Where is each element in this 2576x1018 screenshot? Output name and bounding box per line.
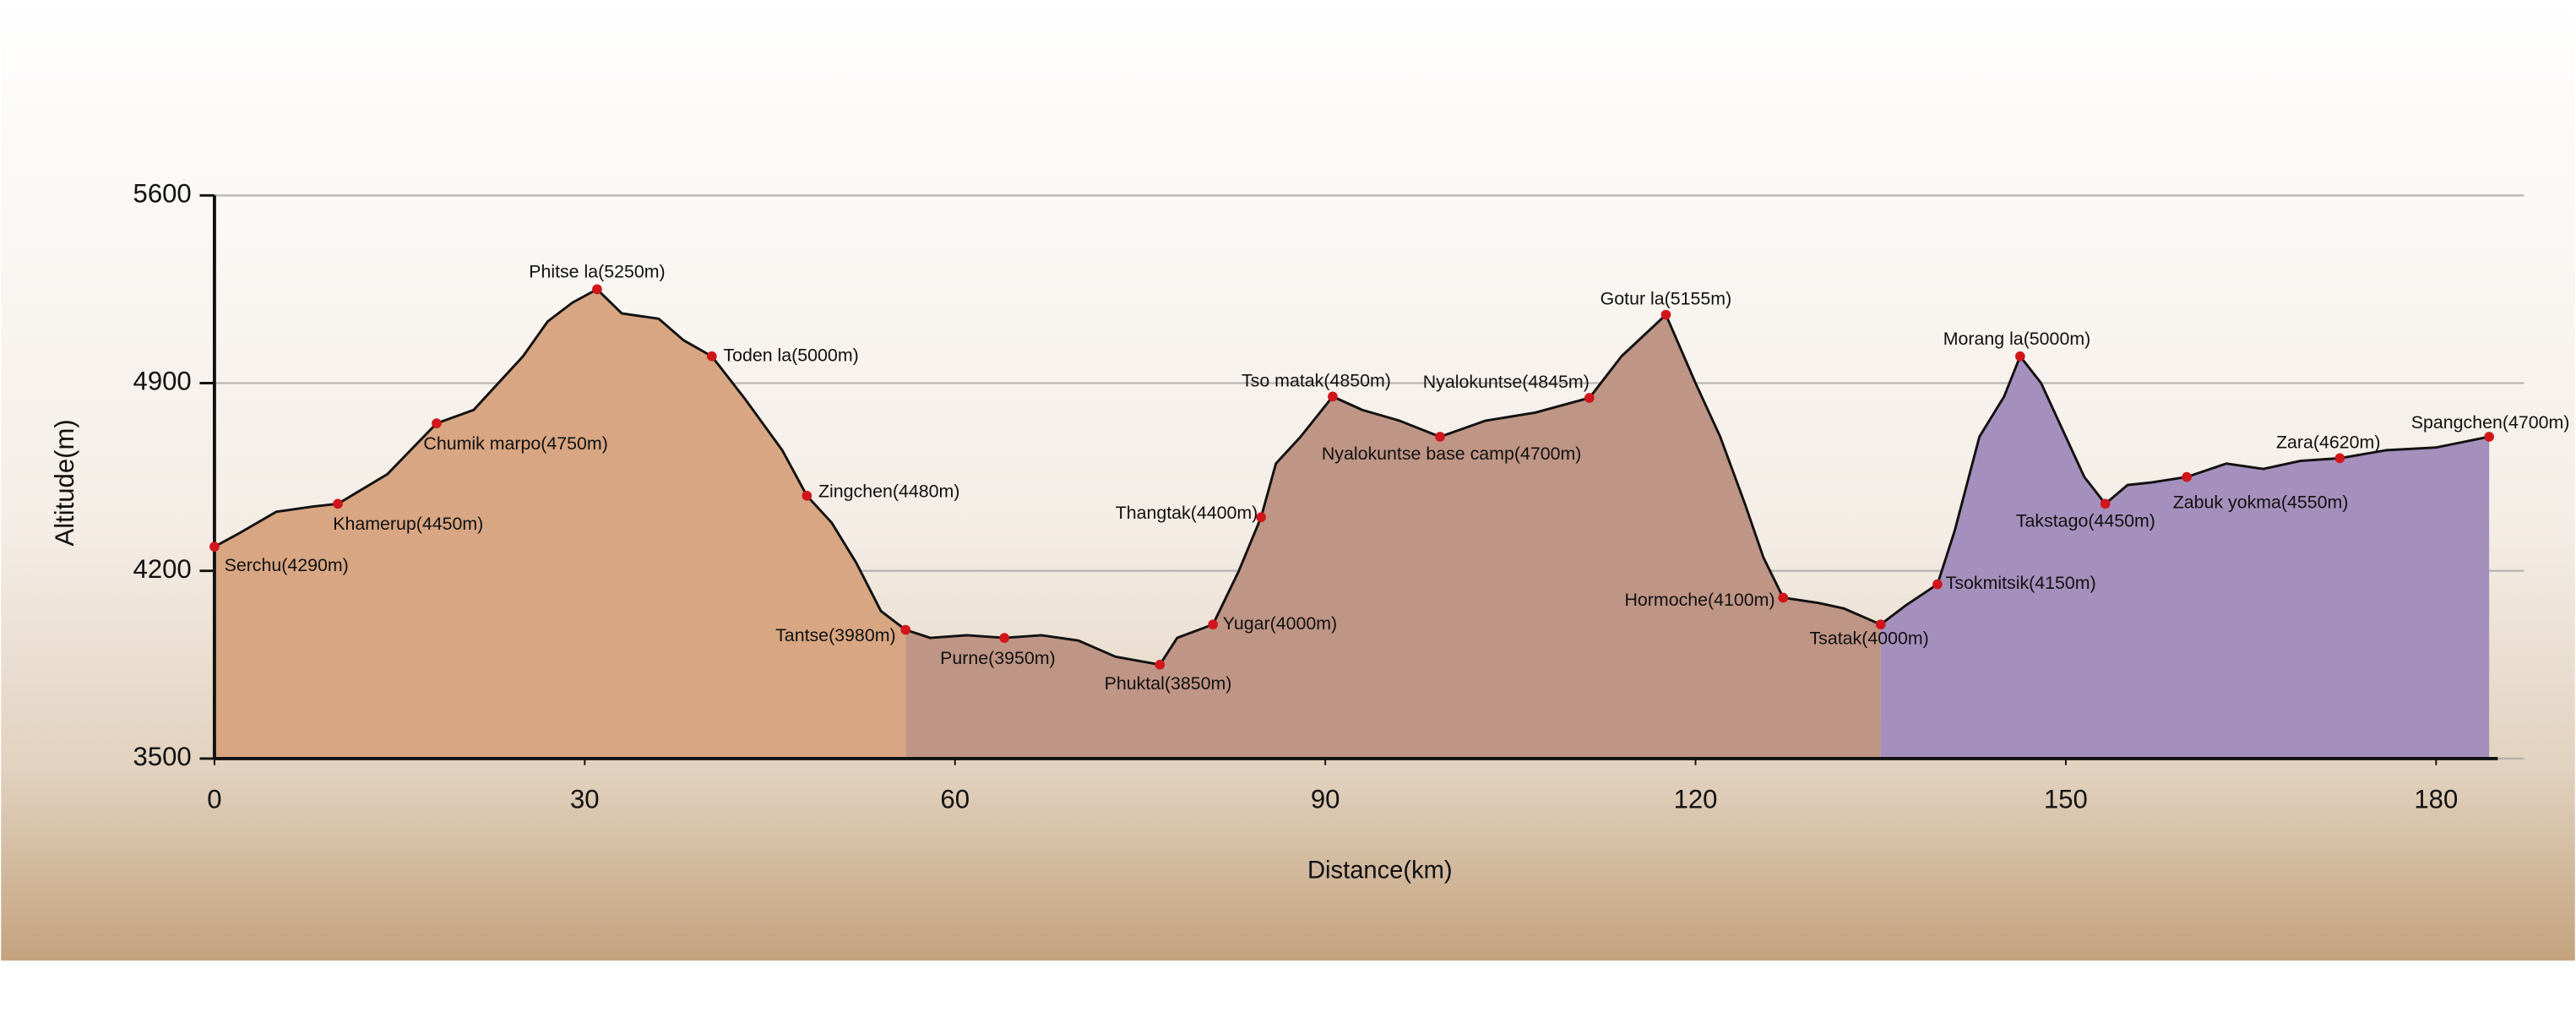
area-fill xyxy=(214,289,906,759)
waypoint-label: Tso matak(4850m) xyxy=(1242,371,1391,391)
waypoint-label: Tantse(3980m) xyxy=(775,625,895,645)
waypoint-label: Tsokmitsik(4150m) xyxy=(1946,573,2096,593)
waypoint-label: Gotur la(5155m) xyxy=(1600,289,1732,309)
waypoint-label: Phitse la(5250m) xyxy=(529,262,665,282)
waypoint-marker xyxy=(707,351,717,362)
waypoint-marker xyxy=(1435,432,1445,442)
waypoint-label: Hormoche(4100m) xyxy=(1624,590,1774,610)
waypoint-label: Khamerup(4450m) xyxy=(333,514,483,534)
area-fill xyxy=(905,314,1881,759)
x-tick-label: 60 xyxy=(940,785,970,814)
waypoint-label: Morang la(5000m) xyxy=(1943,329,2091,349)
waypoint-marker xyxy=(2015,351,2025,362)
waypoint-label: Toden la(5000m) xyxy=(723,345,858,365)
axes: 3500 4200 4900 5600 0 30 60 90 120 150 180 xyxy=(133,179,2498,814)
waypoint-marker xyxy=(2484,432,2494,442)
waypoint-marker xyxy=(1778,592,1789,603)
waypoint-marker xyxy=(900,624,911,635)
waypoint-marker xyxy=(1155,659,1166,670)
waypoint-label: Zabuk yokma(4550m) xyxy=(2173,492,2349,512)
y-tick-label: 4900 xyxy=(133,367,192,396)
waypoint-marker xyxy=(2100,498,2111,509)
waypoint-marker xyxy=(209,542,220,552)
waypoint-marker xyxy=(999,633,1010,643)
waypoint-marker xyxy=(1584,393,1595,403)
waypoint-label: Nyalokuntse(4845m) xyxy=(1423,372,1590,392)
waypoint-marker xyxy=(1256,512,1266,523)
waypoint-marker xyxy=(432,418,442,428)
waypoint-label: Phuktal(3850m) xyxy=(1105,673,1232,694)
y-axis-title: Altitude(m) xyxy=(50,419,79,546)
waypoint-label: Tsatak(4000m) xyxy=(1809,628,1928,648)
y-tick-label: 3500 xyxy=(133,742,192,771)
x-tick-label: 150 xyxy=(2044,785,2088,814)
waypoint-label: Serchu(4290m) xyxy=(225,555,349,575)
areas xyxy=(214,287,2490,759)
points: Serchu(4290m) Khamerup(4450m) Chumik marpo… xyxy=(209,262,2569,694)
profile-line xyxy=(905,313,1882,667)
x-tick-label: 120 xyxy=(1674,785,1718,814)
waypoint-marker xyxy=(592,284,602,295)
waypoint-label: Purne(3950m) xyxy=(940,648,1056,668)
waypoint-marker xyxy=(1328,391,1338,402)
waypoint-label: Takstago(4450m) xyxy=(2016,510,2155,531)
waypoint-marker xyxy=(2182,471,2192,482)
waypoint-label: Nyalokuntse base camp(4700m) xyxy=(1322,444,1582,464)
waypoint-marker xyxy=(1208,619,1218,630)
waypoint-marker xyxy=(1932,579,1943,590)
waypoint-label: Chumik marpo(4750m) xyxy=(423,433,607,454)
x-tick-label: 90 xyxy=(1311,785,1340,814)
waypoint-label: Spangchen(4700m) xyxy=(2411,412,2570,433)
x-axis-title: Distance(km) xyxy=(1307,857,1453,885)
x-tick-label: 30 xyxy=(570,785,600,814)
waypoint-label: Yugar(4000m) xyxy=(1223,613,1337,634)
waypoint-marker xyxy=(1660,309,1671,320)
waypoint-marker xyxy=(333,498,343,509)
y-tick-label: 4200 xyxy=(133,554,192,584)
waypoint-label: Zara(4620m) xyxy=(2276,433,2380,453)
waypoint-label: Zingchen(4480m) xyxy=(818,482,959,502)
waypoint-marker xyxy=(2334,453,2345,464)
y-tick-label: 5600 xyxy=(133,179,192,209)
waypoint-marker xyxy=(802,490,812,501)
x-tick-label: 180 xyxy=(2414,785,2458,814)
x-tick-label: 0 xyxy=(207,785,221,814)
waypoint-label: Thangtak(4400m) xyxy=(1116,503,1258,523)
area-fill xyxy=(1880,356,2490,759)
waypoint-marker xyxy=(1875,619,1886,630)
